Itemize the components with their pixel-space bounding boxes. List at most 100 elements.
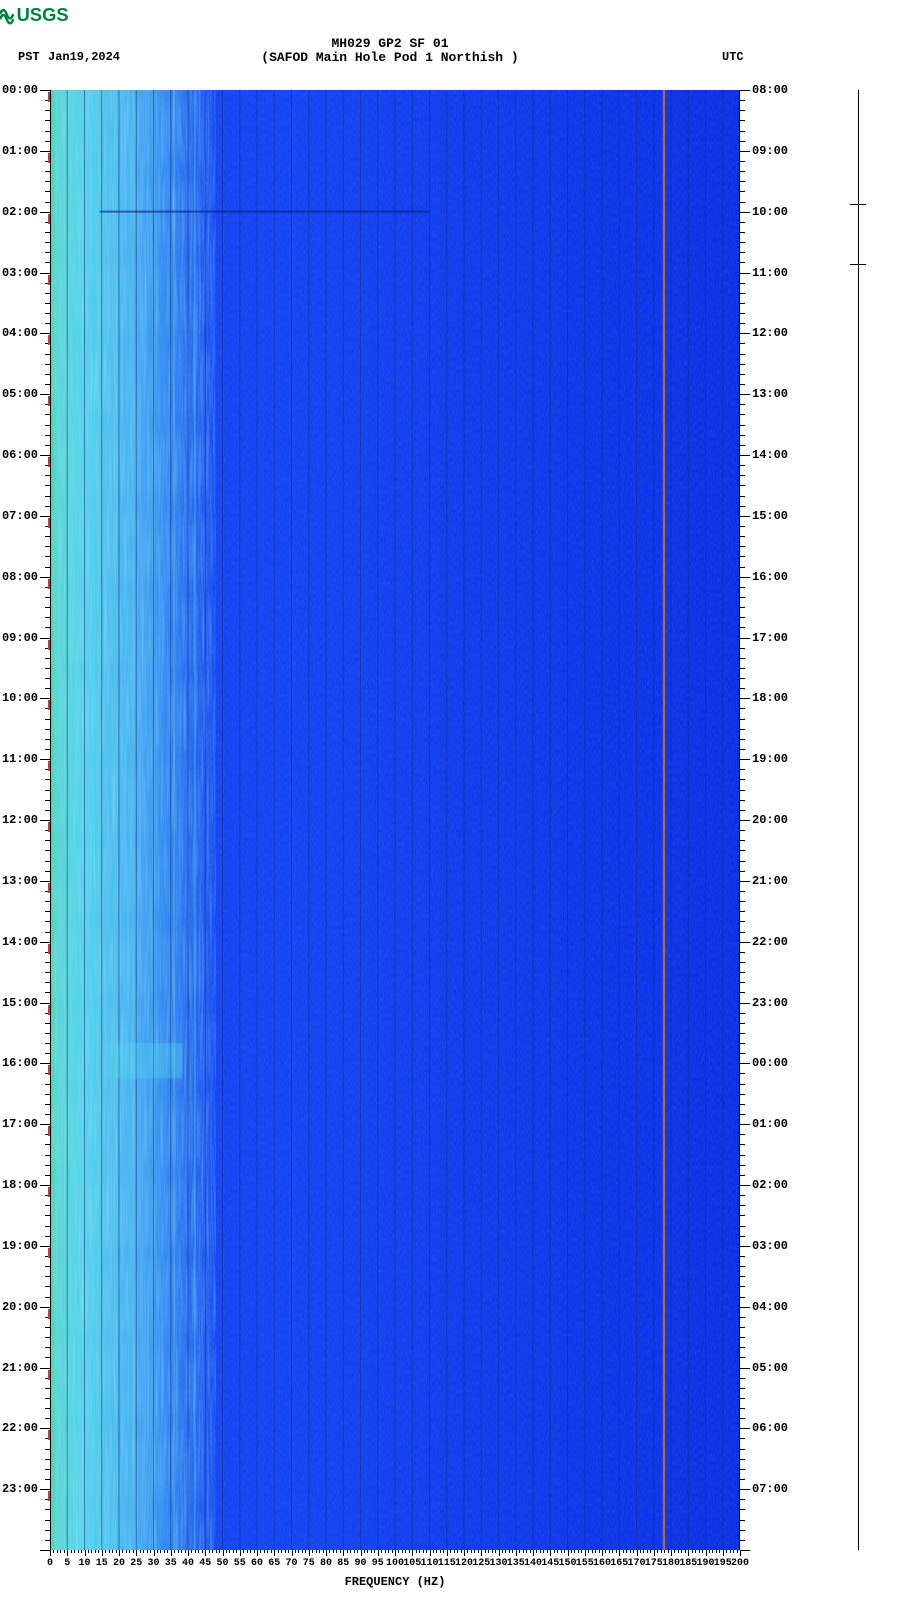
pst-tick-label: 23:00 — [2, 1483, 38, 1495]
freq-tick-label: 55 — [234, 1558, 246, 1569]
pst-tick-label: 18:00 — [2, 1179, 38, 1191]
freq-tick-label: 15 — [96, 1558, 108, 1569]
freq-tick-label: 85 — [337, 1558, 349, 1569]
pst-tick-label: 05:00 — [2, 388, 38, 400]
usgs-wave-icon: USGS — [0, 2, 100, 28]
utc-tick-label: 16:00 — [752, 571, 788, 583]
utc-tick-label: 14:00 — [752, 449, 788, 461]
freq-tick-label: 45 — [199, 1558, 211, 1569]
freq-tick-label: 90 — [354, 1558, 366, 1569]
frequency-axis-label: FREQUENCY (HZ) — [50, 1575, 740, 1589]
utc-tick-label: 21:00 — [752, 875, 788, 887]
utc-tick-label: 07:00 — [752, 1483, 788, 1495]
pst-tick-label: 22:00 — [2, 1422, 38, 1434]
freq-tick-label: 80 — [320, 1558, 332, 1569]
utc-tick-label: 02:00 — [752, 1179, 788, 1191]
utc-tick-label: 08:00 — [752, 84, 788, 96]
utc-tick-label: 09:00 — [752, 145, 788, 157]
freq-tick-label: 50 — [216, 1558, 228, 1569]
utc-tick-label: 12:00 — [752, 327, 788, 339]
pst-tick-label: 06:00 — [2, 449, 38, 461]
utc-tick-label: 17:00 — [752, 632, 788, 644]
utc-tick-label: 23:00 — [752, 997, 788, 1009]
pst-tick-label: 13:00 — [2, 875, 38, 887]
freq-tick-label: 25 — [130, 1558, 142, 1569]
freq-tick-label: 95 — [372, 1558, 384, 1569]
freq-tick-label: 130 — [489, 1558, 507, 1569]
utc-tick-label: 03:00 — [752, 1240, 788, 1252]
utc-tick-label: 11:00 — [752, 267, 788, 279]
pst-tick-label: 03:00 — [2, 267, 38, 279]
pst-tick-label: 12:00 — [2, 814, 38, 826]
freq-tick-label: 185 — [679, 1558, 697, 1569]
freq-tick-label: 190 — [696, 1558, 714, 1569]
freq-tick-label: 140 — [524, 1558, 542, 1569]
freq-tick-label: 175 — [645, 1558, 663, 1569]
pst-tick-label: 01:00 — [2, 145, 38, 157]
freq-tick-label: 135 — [507, 1558, 525, 1569]
pst-tick-label: 11:00 — [2, 753, 38, 765]
utc-tick-label: 15:00 — [752, 510, 788, 522]
pst-tick-label: 07:00 — [2, 510, 38, 522]
spectrogram-canvas — [50, 90, 740, 1550]
freq-tick-label: 20 — [113, 1558, 125, 1569]
freq-tick-label: 125 — [472, 1558, 490, 1569]
utc-tick-label: 20:00 — [752, 814, 788, 826]
freq-tick-label: 35 — [165, 1558, 177, 1569]
side-tick — [850, 204, 866, 205]
freq-tick-label: 180 — [662, 1558, 680, 1569]
freq-tick-label: 115 — [438, 1558, 456, 1569]
time-axis-utc: 08:0009:0010:0011:0012:0013:0014:0015:00… — [740, 90, 800, 1550]
side-tick — [850, 264, 866, 265]
freq-tick-label: 165 — [610, 1558, 628, 1569]
utc-tick-label: 18:00 — [752, 692, 788, 704]
freq-tick-label: 170 — [627, 1558, 645, 1569]
freq-tick-label: 150 — [558, 1558, 576, 1569]
freq-tick-label: 105 — [403, 1558, 421, 1569]
pst-tick-label: 02:00 — [2, 206, 38, 218]
freq-tick-label: 145 — [541, 1558, 559, 1569]
utc-tick-label: 10:00 — [752, 206, 788, 218]
freq-tick-label: 0 — [47, 1558, 53, 1569]
freq-tick-label: 160 — [593, 1558, 611, 1569]
spectrogram-plot — [50, 90, 740, 1550]
pst-tick-label: 04:00 — [2, 327, 38, 339]
pst-tick-label: 14:00 — [2, 936, 38, 948]
pst-tick-label: 20:00 — [2, 1301, 38, 1313]
pst-tick-label: 10:00 — [2, 692, 38, 704]
freq-tick-label: 75 — [303, 1558, 315, 1569]
freq-tick-label: 40 — [182, 1558, 194, 1569]
freq-tick-label: 65 — [268, 1558, 280, 1569]
freq-tick-label: 120 — [455, 1558, 473, 1569]
pst-tick-label: 16:00 — [2, 1057, 38, 1069]
freq-tick-label: 60 — [251, 1558, 263, 1569]
pst-tick-label: 09:00 — [2, 632, 38, 644]
pst-label: PST — [18, 50, 40, 64]
pst-tick-label: 15:00 — [2, 997, 38, 1009]
usgs-logo: USGS — [0, 2, 100, 28]
freq-tick-label: 100 — [386, 1558, 404, 1569]
utc-tick-label: 06:00 — [752, 1422, 788, 1434]
freq-tick-label: 195 — [714, 1558, 732, 1569]
utc-tick-label: 01:00 — [752, 1118, 788, 1130]
spectrogram-svg — [50, 90, 740, 1550]
utc-tick-label: 04:00 — [752, 1301, 788, 1313]
freq-tick-label: 200 — [731, 1558, 749, 1569]
time-axis-pst: 00:0001:0002:0003:0004:0005:0006:0007:00… — [0, 90, 50, 1550]
utc-tick-label: 05:00 — [752, 1362, 788, 1374]
freq-tick-label: 110 — [420, 1558, 438, 1569]
pst-tick-label: 17:00 — [2, 1118, 38, 1130]
freq-tick-label: 155 — [576, 1558, 594, 1569]
pst-tick-label: 19:00 — [2, 1240, 38, 1252]
freq-tick-label: 30 — [147, 1558, 159, 1569]
station-id: MH029 GP2 SF 01 — [0, 36, 780, 51]
pst-tick-label: 08:00 — [2, 571, 38, 583]
freq-tick-label: 70 — [285, 1558, 297, 1569]
date-label: Jan19,2024 — [48, 50, 120, 64]
pst-tick-label: 00:00 — [2, 84, 38, 96]
utc-tick-label: 13:00 — [752, 388, 788, 400]
utc-tick-label: 22:00 — [752, 936, 788, 948]
side-rule — [858, 90, 859, 1550]
pst-tick-label: 21:00 — [2, 1362, 38, 1374]
utc-tick-label: 19:00 — [752, 753, 788, 765]
